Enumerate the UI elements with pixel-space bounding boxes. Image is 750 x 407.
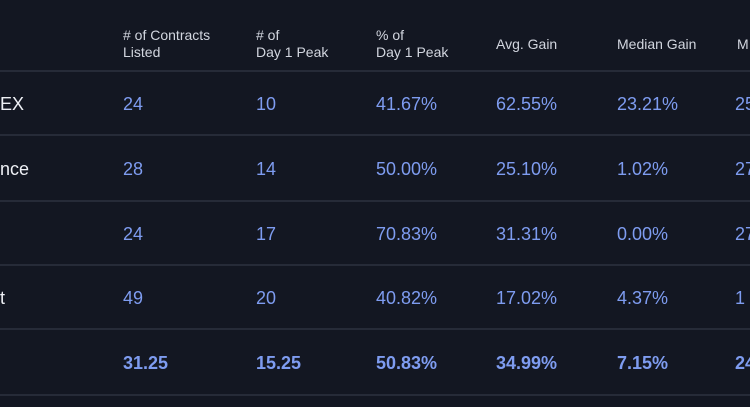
cell-median-gain: 0.00% [617,224,669,244]
table-row: EX 24 10 41.67% 62.55% 23.21% 25 [0,70,750,134]
row-separator [0,264,750,266]
cell-day1-peak-count: 17 [256,224,277,244]
header-truncated-column: M [737,36,749,52]
row-separator [0,70,750,72]
cell-day1-peak-percent: 70.83% [376,224,438,244]
cell-median-gain: 1.02% [617,159,669,179]
table-row: 24 17 70.83% 31.31% 0.00% 27 [0,202,750,266]
cell-truncated: 24 [735,353,750,373]
cell-contracts-listed: 28 [123,159,144,179]
cell-avg-gain: 31.31% [496,224,558,244]
header-contracts-listed: # of Contracts Listed [123,27,211,60]
row-name: nce [0,159,30,179]
cell-avg-gain: 34.99% [496,353,558,373]
row-name: EX [0,94,25,114]
average-row: 31.25 15.25 50.83% 34.99% 7.15% 24 [0,330,750,394]
cell-contracts-listed: 31.25 [123,353,169,373]
cell-day1-peak-percent: 41.67% [376,94,438,114]
table-row: nce 28 14 50.00% 25.10% 1.02% 27 [0,136,750,200]
row-separator [0,394,750,396]
cell-contracts-listed: 24 [123,94,144,114]
cell-contracts-listed: 24 [123,224,144,244]
row-separator [0,328,750,330]
cell-truncated: 27 [735,159,750,179]
row-separator [0,200,750,202]
table-row: t 49 20 40.82% 17.02% 4.37% 1 [0,266,750,330]
cell-avg-gain: 17.02% [496,288,558,308]
cell-day1-peak-count: 10 [256,94,277,114]
cell-day1-peak-count: 14 [256,159,277,179]
cell-median-gain: 4.37% [617,288,669,308]
cell-day1-peak-percent: 50.00% [376,159,438,179]
cell-truncated: 25 [735,94,750,114]
cell-truncated: 27 [735,224,750,244]
cell-contracts-listed: 49 [123,288,144,308]
cell-truncated: 1 [735,288,746,308]
header-median-gain: Median Gain [617,36,697,52]
header-avg-gain: Avg. Gain [496,36,558,52]
row-name: t [0,288,6,308]
row-separator [0,134,750,136]
header-day1-peak-count: # of Day 1 Peak [256,27,329,60]
cell-median-gain: 23.21% [617,94,679,114]
cell-avg-gain: 62.55% [496,94,558,114]
cell-median-gain: 7.15% [617,353,669,373]
cell-day1-peak-percent: 50.83% [376,353,438,373]
header-day1-peak-percent: % of Day 1 Peak [376,27,449,60]
cell-day1-peak-count: 15.25 [256,353,302,373]
cell-day1-peak-percent: 40.82% [376,288,438,308]
cell-day1-peak-count: 20 [256,288,277,308]
cell-avg-gain: 25.10% [496,159,558,179]
